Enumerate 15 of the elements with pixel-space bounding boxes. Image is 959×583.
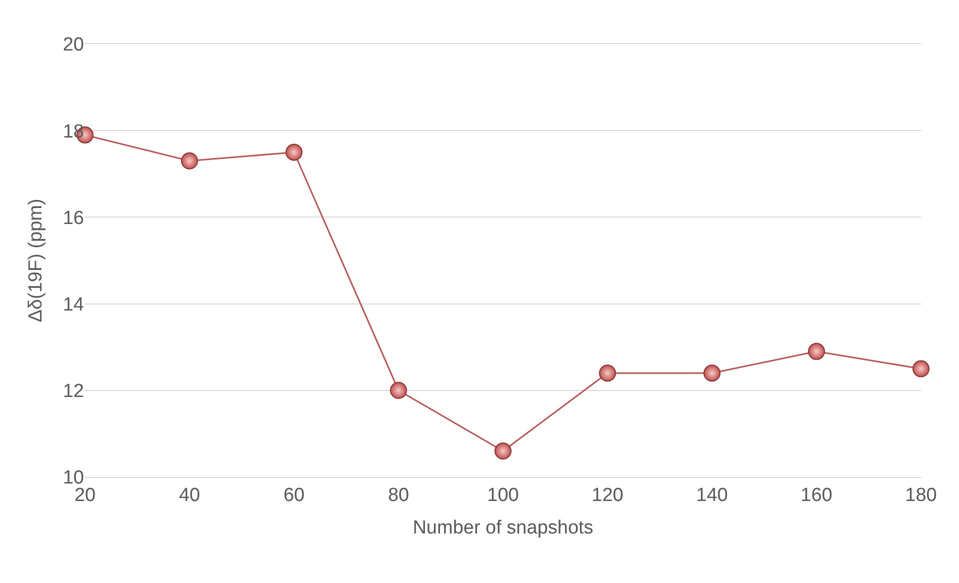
x-tick-label: 40 bbox=[178, 484, 200, 506]
x-tick-label: 160 bbox=[800, 484, 832, 506]
x-tick-label: 120 bbox=[592, 484, 624, 506]
y-tick-label: 10 bbox=[62, 468, 84, 489]
y-tick-label: 14 bbox=[62, 294, 84, 316]
x-axis-title: Number of snapshots bbox=[412, 518, 594, 539]
y-tick-label: 20 bbox=[62, 34, 84, 56]
x-tick-label: 100 bbox=[487, 484, 519, 506]
x-tick-label: 80 bbox=[388, 484, 410, 506]
x-tick-label: 60 bbox=[283, 484, 305, 506]
y-tick-label: 16 bbox=[62, 208, 84, 229]
y-tick-label: 12 bbox=[62, 381, 84, 402]
y-axis-title: Δδ(19F) (ppm) bbox=[26, 198, 47, 322]
x-tick-label: 140 bbox=[696, 484, 728, 506]
x-tick-label: 180 bbox=[905, 484, 937, 506]
